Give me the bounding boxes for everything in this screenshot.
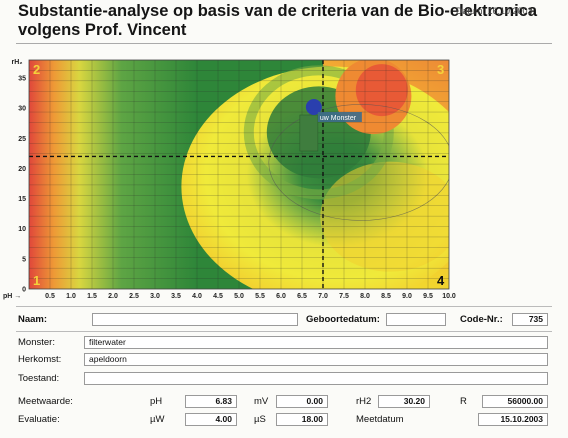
quadrant-label-2: 2: [33, 62, 40, 77]
mv-value: 0.00: [276, 395, 328, 408]
y-tick-label: 30: [18, 106, 26, 113]
contour-line: [268, 104, 449, 221]
toestand-label: Toestand:: [18, 373, 60, 384]
title-line-1: Substantie-analyse op basis van de crite…: [18, 2, 538, 20]
code-label: Code-Nr.:: [460, 314, 503, 325]
toestand-input[interactable]: [84, 372, 548, 385]
page-title: Substantie-analyse op basis van de crite…: [18, 2, 558, 40]
herkomst-input[interactable]: apeldoorn: [84, 353, 548, 366]
sample-range-box: [299, 114, 319, 152]
x-tick-label: 8.5: [381, 293, 391, 300]
title-line-2: volgens Prof. Vincent: [18, 21, 187, 39]
geboortedatum-input[interactable]: [386, 313, 446, 326]
x-tick-label: 7.0: [318, 293, 328, 300]
rh2-label: rH2: [356, 396, 372, 407]
quadrant-label-4: 4: [437, 273, 445, 288]
x-tick-label: 3.0: [150, 293, 160, 300]
evaluatie-label: Evaluatie:: [18, 414, 60, 425]
y-axis-label: rH₂: [12, 59, 23, 66]
code-input[interactable]: 735: [512, 313, 548, 326]
sample-tag: uw Monster: [317, 112, 362, 123]
rh2-value: 30.20: [378, 395, 430, 408]
x-tick-label: 2.0: [108, 293, 118, 300]
form-divider-mid: [16, 331, 552, 332]
sample-tag-label: uw Monster: [320, 115, 357, 122]
x-tick-label: 1.5: [87, 293, 97, 300]
x-tick-label: 0.5: [45, 293, 55, 300]
x-tick-label: 5.5: [255, 293, 265, 300]
x-tick-label: 6.5: [297, 293, 307, 300]
x-tick-label: 7.5: [339, 293, 349, 300]
plot-frame: [28, 59, 450, 290]
x-tick-label: 1.0: [66, 293, 76, 300]
x-tick-label: 8.0: [360, 293, 370, 300]
meetwaarde-label: Meetwaarde:: [18, 396, 73, 407]
x-tick-label: 5.0: [234, 293, 244, 300]
header-divider: [16, 43, 552, 44]
ph-label: pH: [150, 396, 163, 407]
r-value: 56000.00: [482, 395, 548, 408]
uw-label: µW: [150, 414, 165, 425]
x-tick-label: 4.0: [192, 293, 202, 300]
us-label: µS: [254, 414, 266, 425]
naam-input[interactable]: [92, 313, 298, 326]
sample-dot: [305, 99, 322, 116]
form-divider-top: [16, 306, 552, 307]
x-tick-label: 10.0: [442, 293, 456, 300]
monster-input[interactable]: filterwater: [84, 336, 548, 349]
x-tick-label: 4.5: [213, 293, 223, 300]
chart-svg: uw Monster 0.5 1.0 1.5 2.0 2.5 3.0 3.5 4.0 4.5 5.…: [3, 59, 456, 300]
y-tick-label: 25: [18, 136, 26, 143]
us-value: 18.00: [276, 413, 328, 426]
y-tick-label: 20: [18, 166, 26, 173]
meetdatum-label: Meetdatum: [356, 414, 404, 425]
y-tick-label: 15: [18, 196, 26, 203]
monster-label: Monster:: [18, 337, 55, 348]
x-tick-label: 3.5: [171, 293, 181, 300]
sample-tag-box: [317, 112, 362, 123]
meetdatum-value: 15.10.2003: [478, 413, 548, 426]
geboortedatum-label: Geboortedatum:: [306, 314, 380, 325]
x-tick-label: 6.0: [276, 293, 286, 300]
r-label: R: [460, 396, 467, 407]
crescent-bite-inner: [355, 64, 408, 117]
quadrant-label-3: 3: [437, 62, 444, 77]
y-tick-label: 10: [18, 226, 26, 233]
y-tick-label: 35: [18, 76, 26, 83]
x-axis-label: pH →: [3, 293, 21, 300]
ph-value: 6.83: [185, 395, 237, 408]
field-lobe: [320, 161, 449, 272]
uw-value: 4.00: [185, 413, 237, 426]
y-tick-label: 5: [22, 256, 26, 263]
mv-label: mV: [254, 396, 269, 407]
bio-electronic-chart: uw Monster 0.5 1.0 1.5 2.0 2.5 3.0 3.5 4.0 4.5 5.…: [0, 50, 568, 304]
naam-label: Naam:: [18, 314, 48, 325]
x-tick-label: 9.5: [423, 293, 433, 300]
quadrant-label-1: 1: [33, 273, 40, 288]
herkomst-label: Herkomst:: [18, 354, 62, 365]
report-date: Datum: 16.10.2003: [456, 6, 533, 16]
x-tick-label: 9.0: [402, 293, 412, 300]
y-tick-label: 0: [22, 287, 26, 294]
x-tick-label: 2.5: [129, 293, 139, 300]
